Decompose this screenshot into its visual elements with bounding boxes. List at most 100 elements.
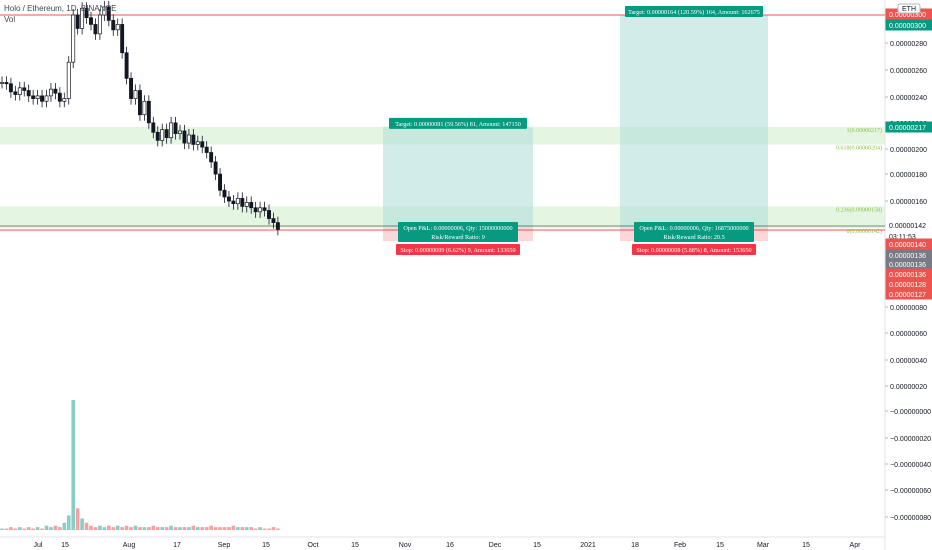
y-axis-tick-label: 0.00000200 (890, 147, 927, 154)
candle-body (40, 95, 45, 102)
candle-body (195, 141, 200, 145)
candle-body (0, 82, 4, 84)
candle-body (218, 173, 222, 191)
candle-body (138, 90, 142, 116)
pnl-label-2: Risk/Reward Ratio: 20.5 (663, 234, 724, 241)
candle-body (22, 87, 27, 91)
volume-bar (240, 527, 245, 530)
candle-body (62, 98, 67, 102)
y-axis-tick-label: −0.00000040 (890, 462, 931, 469)
volume-bar (213, 527, 218, 530)
candle-body (129, 78, 133, 99)
candle-body (182, 130, 187, 144)
candle-body (102, 6, 107, 16)
volume-bar (227, 527, 231, 530)
candle-body (275, 222, 280, 230)
volume-bar (40, 528, 44, 530)
price-label: 0.00000136 (889, 262, 926, 269)
price-label: 0.00000128 (889, 282, 926, 289)
volume-bar (89, 525, 93, 530)
volume-label: Vol (4, 15, 16, 24)
candle-body (120, 24, 125, 54)
volume-bar (0, 528, 4, 530)
candle-body (71, 14, 76, 63)
candle-body (35, 95, 40, 99)
x-axis-tick-label: 15 (61, 542, 69, 549)
volume-bar (178, 527, 182, 530)
volume-bar (271, 527, 276, 530)
candle-body (186, 134, 191, 144)
candle-body (26, 90, 31, 97)
candle-body (115, 24, 120, 31)
volume-bar (31, 528, 35, 530)
stop-label-1-bg (396, 244, 520, 255)
y-axis-tick-label: 0.00000060 (890, 331, 927, 338)
currency-badge-bg (897, 3, 921, 14)
candle-body (160, 129, 165, 141)
volume-bar (222, 527, 227, 530)
y-axis-tick-label: 0.00000280 (890, 41, 927, 48)
volume-bar (200, 527, 205, 530)
y-axis-tick-label: 0.00000020 (890, 384, 927, 391)
candle-body (93, 24, 98, 35)
volume-bar (120, 527, 124, 530)
candle-body (44, 95, 49, 102)
volume-bar (258, 527, 262, 530)
candle-body (244, 202, 249, 207)
x-axis-tick-label: Mar (757, 542, 770, 549)
price-label: 0.00000136 (889, 253, 926, 260)
target-label-2: Target: 0.00000164 (120.59%) 164, Amount… (628, 9, 760, 16)
volume-bar (169, 525, 173, 530)
candle-body (80, 7, 85, 29)
volume-bar (262, 528, 267, 530)
volume-bar (191, 525, 196, 530)
y-axis-tick-label: 0.00000080 (890, 305, 927, 312)
price-label: 0.00000217 (889, 125, 926, 132)
price-label: 0.00000136 (889, 272, 926, 279)
volume-bar (49, 527, 53, 530)
volume-bar (204, 527, 209, 530)
candle-body (267, 210, 271, 219)
price-label-bg (885, 19, 932, 31)
candle-body (271, 218, 276, 223)
candle-body (227, 196, 231, 202)
volume-bar (196, 527, 200, 530)
x-axis-tick-label: 15 (716, 542, 724, 549)
candle-body (200, 141, 205, 148)
x-axis-tick-label: Dec (489, 542, 502, 549)
pnl-label-1-bg (398, 222, 518, 242)
candle-body (111, 20, 116, 31)
fib-level-label: 0.618(0.00000204) (836, 144, 882, 151)
candle-body (231, 200, 236, 205)
candle-body (191, 134, 196, 145)
price-label: 0.00000142 (889, 223, 926, 230)
volume-bar (249, 527, 253, 530)
price-label: 0.00000140 (889, 242, 926, 249)
volume-bar (53, 525, 58, 530)
fib-level-label: 0.236(0.00000158) (836, 206, 882, 213)
candle-body (133, 90, 138, 99)
y-axis-tick-label: −0.00000000 (890, 409, 931, 416)
volume-bar (98, 525, 102, 530)
stop-label-1: Stop: 0.00000009 (6.62%) 9, Amount: 1336… (400, 247, 515, 254)
volume-bar (164, 527, 169, 530)
candle-body (17, 87, 22, 95)
volume-bar (26, 527, 31, 530)
volume-bar (147, 527, 151, 530)
price-label-bg (885, 288, 932, 300)
symbol-title[interactable]: Holo / Ethereum, 1D, BINANCE (4, 4, 117, 13)
pnl-label-2: Open P&L: 0.00000006, Qty: 16875000000 (639, 225, 748, 232)
volume-bar (66, 515, 71, 530)
candle-body (75, 14, 80, 29)
candle-body (106, 6, 111, 21)
volume-bar (107, 525, 111, 530)
volume-bar (133, 525, 138, 530)
x-axis-tick-label: Nov (399, 542, 412, 549)
x-axis-tick-label: 17 (173, 542, 181, 549)
candle-body (204, 146, 209, 153)
chart-legend: Holo / Ethereum, 1D, BINANCE Vol (4, 3, 116, 25)
price-label: 0.00000127 (889, 292, 926, 299)
stop-label-2: Stop: 0.00000008 (5.88%) 8, Amount: 1536… (636, 247, 751, 254)
y-axis-tick-label: −0.00000080 (890, 515, 931, 522)
